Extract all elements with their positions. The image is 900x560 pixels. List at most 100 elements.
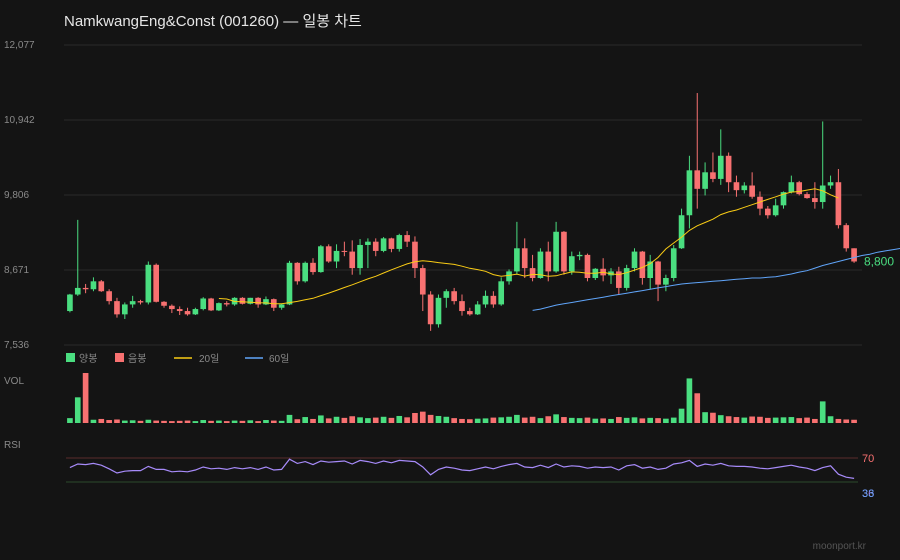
candle-body [631,251,638,269]
price-tick-label: 9,806 [4,190,29,201]
volume-bar [623,417,630,423]
volume-bar [318,415,324,423]
volume-bar [490,417,497,423]
volume-bar [223,421,230,423]
volume-bar [161,420,167,423]
candle-body [74,287,81,295]
volume-label: VOL [4,376,24,387]
volume-bar [568,417,575,423]
candle-body [757,196,763,209]
volume-bar [749,416,755,423]
volume-bar [663,418,669,423]
volume-bar [788,417,795,423]
candle-body [200,298,207,310]
candle-body [780,192,787,206]
volume-bar [388,417,395,423]
candle-body [341,250,348,252]
candle-body [623,268,630,288]
candle-body [686,170,693,216]
volume-bar [341,417,348,423]
volume-bar [176,420,183,423]
candle-body [192,309,199,315]
candle-body [145,264,152,303]
volume-bar [208,420,214,423]
rsi-last-label: 36 [862,488,874,500]
candle-body [435,297,442,325]
volume-bar [106,420,112,423]
volume-bar [702,412,708,423]
volume-bar [427,414,434,423]
candle-body [741,185,748,191]
volume-bar [506,416,512,423]
candle-body [239,297,246,304]
candle-body [404,235,410,242]
candle-body [325,246,332,262]
volume-bar [310,418,316,423]
volume-bar [717,415,724,423]
volume-bar [145,419,152,423]
candle-body [137,301,144,303]
watermark: moonport.kr [812,541,866,552]
candle-body [169,305,175,310]
volume-bar [851,419,857,423]
candle-body [702,172,708,189]
volume-bar [670,417,677,423]
candle-body [804,194,810,199]
volume-bar [121,420,128,423]
volume-bar [200,420,207,423]
candle-body [216,303,222,311]
rsi-label: RSI [4,440,21,451]
volume-bar [757,416,763,423]
candle-body [365,241,371,245]
volume-bar [764,417,771,423]
candle-body [459,301,465,312]
volume-bar [443,416,450,423]
volume-bar [239,420,246,423]
volume-bar [349,416,356,423]
volume-bar [545,416,552,423]
legend-down-swatch [115,353,124,362]
candle-body [82,287,89,290]
volume-bar [372,417,379,423]
volume-bar [270,420,277,423]
candle-body [733,182,740,191]
candle-body [129,301,136,305]
volume-bar [812,418,818,423]
volume-bar [302,417,308,423]
price-tick-label: 12,077 [4,40,35,51]
volume-bar [655,418,661,423]
candle-body [333,250,340,262]
candle-body [161,301,167,306]
volume-bar [325,418,332,423]
candle-body [427,294,434,325]
candle-body [576,254,583,257]
volume-bar [725,416,732,423]
volume-bar [333,416,340,423]
ma60-line [532,247,900,311]
candle-body [584,254,591,279]
candle-body [106,291,112,302]
volume-bar [835,418,842,423]
volume-bar [474,418,481,423]
candle-body [388,238,395,249]
candle-body [467,311,473,315]
volume-bar [772,417,779,423]
volume-bar [294,419,301,423]
volume-bar [82,373,89,423]
candle-body [764,208,771,216]
volume-bar [537,418,544,423]
candle-body [553,231,559,272]
volume-bar [278,420,285,423]
price-tick-label: 7,536 [4,340,29,351]
candle-body [90,281,97,290]
candle-body [796,182,803,195]
candle-body [521,248,528,269]
candle-body [98,281,105,292]
volume-bar [804,417,810,423]
candle-body [67,294,73,312]
candle-body [812,198,818,203]
volume-bar [216,420,222,423]
candle-body [616,271,622,288]
candle-body [396,235,403,249]
